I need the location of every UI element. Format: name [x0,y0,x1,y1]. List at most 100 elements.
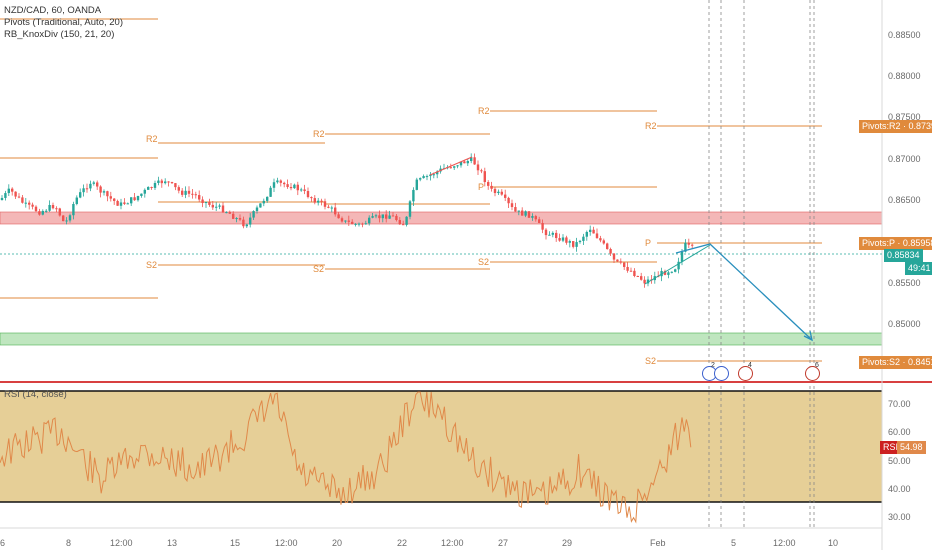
candle-body [252,211,255,218]
candle-body [357,223,361,225]
pivot-s2-label-3: S2 [478,257,490,267]
candle-body [79,192,82,198]
candle-body [623,262,626,267]
candle-body [177,187,180,191]
candle-body [31,204,34,207]
candle-body [419,178,422,180]
candle-body [595,233,599,239]
candle-body [34,206,38,212]
candle-body [677,261,680,270]
candle-body [225,212,228,214]
candle-body [337,214,340,219]
candle-body [470,157,473,162]
candle-body [272,182,276,188]
candle-body [449,167,452,169]
candle-body [164,181,167,184]
candle-body [463,161,466,164]
pivot-s2-label-2: S2 [313,264,325,274]
candle-body [663,270,667,275]
candle-body [313,198,316,203]
candle-body [7,188,10,194]
candle-body [276,180,279,183]
pivot-s2-label-1: S2 [146,260,158,270]
candle-body [320,200,323,202]
candle-body [208,201,211,205]
candle-body [160,180,163,184]
candle-body [578,240,582,243]
candle-body [41,210,44,215]
candle-body [633,270,636,276]
candle-body [402,224,405,226]
symbol-title[interactable]: NZD/CAD, 60, OANDA [4,5,102,16]
candle-body [327,206,330,208]
candle-body [249,217,252,225]
candle-body [102,191,106,193]
pivot-s2-label-4: S2 [645,356,657,366]
candle-body [626,266,629,271]
price-tick: 0.87500 [888,112,921,122]
candle-body [167,181,170,183]
candle-body [48,204,51,211]
event-icon[interactable] [714,366,729,381]
rsi-legend[interactable]: RSI (14, close) [4,389,67,400]
price-tick: 0.86500 [888,195,921,205]
candle-body [130,197,133,204]
candle-body [58,208,61,216]
candle-body [687,242,690,245]
candle-body [504,194,507,198]
candle-body [211,204,214,208]
time-tick: 22 [397,538,408,548]
candle-body [153,182,157,188]
candle-body [422,176,425,179]
candle-body [643,279,646,284]
pivot-p-label-2: P [645,238,652,248]
candle-body [289,187,293,189]
candle-body [361,223,364,225]
candle-body [286,184,289,188]
candle-body [174,183,177,188]
candle-body [558,238,561,241]
candle-body [606,243,609,250]
candle-body [354,223,357,225]
candle-body [140,193,143,196]
rsi-name-tag: RSI [880,441,902,454]
pivot-r2-label-1: R2 [146,134,158,144]
candle-body [334,207,337,215]
rsi-tick: 70.00 [888,399,911,409]
candle-body [476,164,480,171]
candle-body [544,229,548,236]
candle-body [510,203,514,208]
time-tick: 6 [0,538,6,548]
candle-body [323,201,327,207]
candle-body [184,190,187,195]
event-icon[interactable] [805,366,820,381]
candle-body [425,176,429,178]
candle-body [204,201,208,204]
candle-body [592,229,595,234]
candle-body [646,279,650,284]
time-tick: 15 [230,538,241,548]
event-icon[interactable] [738,366,753,381]
last-price-tag: 0.85834 [884,249,923,262]
candle-body [551,232,554,235]
candle-body [283,182,286,185]
candle-body [514,207,517,212]
candle-body [466,161,469,164]
candle-body [293,184,296,189]
candle-body [255,207,259,212]
candle-body [385,214,388,219]
candle-body [92,182,95,184]
time-tick: 8 [66,538,72,548]
candle-body [99,186,102,193]
candle-body [245,224,248,227]
pivots-legend[interactable]: Pivots (Traditional, Auto, 20) [4,17,123,28]
candle-body [17,196,21,198]
time-tick: 29 [562,538,573,548]
candle-body [599,238,602,241]
candle-body [109,196,112,199]
candle-body [364,223,367,225]
candle-body [517,210,520,212]
knox-legend[interactable]: RB_KnoxDiv (150, 21, 20) [4,29,115,40]
